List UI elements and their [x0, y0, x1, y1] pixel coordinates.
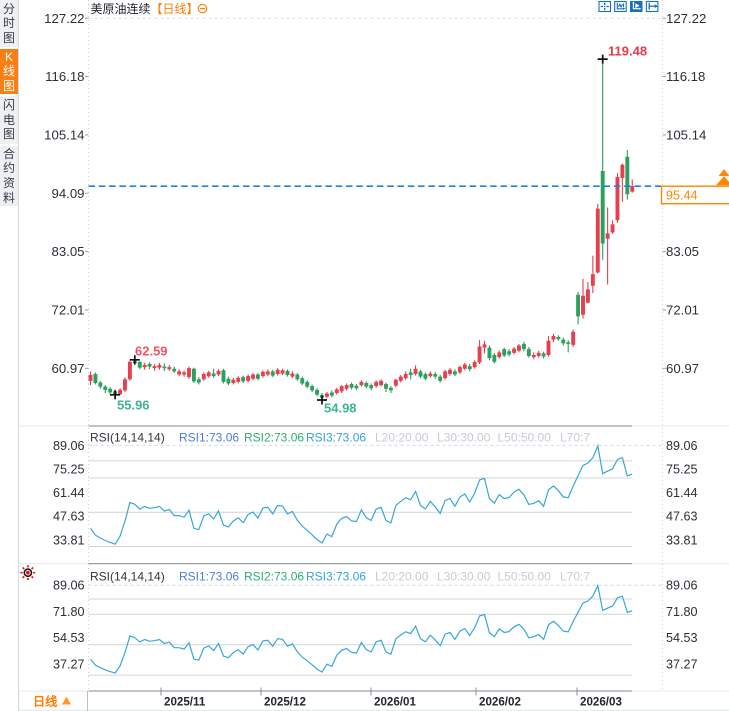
- svg-text:33.81: 33.81: [666, 533, 698, 547]
- svg-text:89.06: 89.06: [53, 439, 85, 453]
- svg-text:54.53: 54.53: [666, 631, 698, 645]
- svg-text:116.18: 116.18: [666, 69, 705, 84]
- svg-text:54.53: 54.53: [53, 631, 85, 645]
- svg-text:83.05: 83.05: [666, 244, 699, 259]
- svg-text:美原油连续: 美原油连续: [91, 1, 151, 16]
- svg-text:89.06: 89.06: [53, 579, 85, 593]
- svg-text:54.98: 54.98: [324, 401, 357, 416]
- svg-text:62.59: 62.59: [135, 344, 168, 359]
- svg-text:L20:20.00: L20:20.00: [375, 431, 429, 445]
- svg-text:RSI2:73.06: RSI2:73.06: [244, 570, 304, 584]
- svg-text:72.01: 72.01: [51, 303, 84, 318]
- svg-text:116.18: 116.18: [45, 69, 84, 84]
- svg-text:127.22: 127.22: [666, 11, 706, 26]
- svg-text:47.63: 47.63: [53, 510, 85, 524]
- svg-text:95.44: 95.44: [666, 189, 698, 203]
- svg-text:RSI3:73.06: RSI3:73.06: [306, 570, 366, 584]
- svg-text:127.22: 127.22: [44, 11, 84, 26]
- svg-text:71.80: 71.80: [53, 605, 85, 619]
- svg-text:119.48: 119.48: [608, 44, 647, 59]
- svg-text:37.27: 37.27: [53, 658, 85, 672]
- svg-text:33.81: 33.81: [53, 533, 85, 547]
- svg-text:2025/11: 2025/11: [164, 696, 206, 709]
- svg-text:L70:7: L70:7: [560, 431, 590, 445]
- svg-text:60.97: 60.97: [666, 361, 699, 376]
- svg-text:60.97: 60.97: [51, 361, 84, 376]
- svg-text:L70:7: L70:7: [560, 570, 590, 584]
- svg-text:83.05: 83.05: [51, 244, 84, 259]
- svg-text:【日线】: 【日线】: [151, 2, 199, 16]
- svg-text:37.27: 37.27: [666, 658, 698, 672]
- svg-text:89.06: 89.06: [666, 579, 698, 593]
- svg-text:61.44: 61.44: [666, 486, 698, 500]
- svg-text:L50:50.00: L50:50.00: [498, 431, 552, 445]
- svg-text:RSI2:73.06: RSI2:73.06: [244, 431, 304, 445]
- svg-text:2026/03: 2026/03: [580, 696, 622, 709]
- svg-text:89.06: 89.06: [666, 439, 698, 453]
- svg-text:L20:20.00: L20:20.00: [375, 570, 429, 584]
- svg-text:55.96: 55.96: [117, 398, 150, 413]
- svg-text:RSI3:73.06: RSI3:73.06: [306, 431, 366, 445]
- svg-text:105.14: 105.14: [44, 128, 84, 143]
- svg-text:71.80: 71.80: [666, 605, 698, 619]
- svg-text:105.14: 105.14: [666, 128, 706, 143]
- svg-text:2026/01: 2026/01: [374, 696, 416, 709]
- svg-text:RSI(14,14,14): RSI(14,14,14): [90, 570, 165, 584]
- svg-text:RSI1:73.06: RSI1:73.06: [179, 431, 239, 445]
- svg-text:75.25: 75.25: [53, 462, 85, 476]
- svg-text:47.63: 47.63: [666, 510, 698, 524]
- svg-text:L30:30.00: L30:30.00: [437, 570, 491, 584]
- svg-text:61.44: 61.44: [53, 486, 85, 500]
- svg-text:2026/02: 2026/02: [479, 696, 521, 709]
- svg-text:RSI(14,14,14): RSI(14,14,14): [90, 431, 165, 445]
- svg-text:94.09: 94.09: [51, 186, 84, 201]
- svg-text:L50:50.00: L50:50.00: [498, 570, 552, 584]
- svg-text:2025/12: 2025/12: [264, 696, 306, 709]
- svg-text:日线: 日线: [33, 694, 58, 709]
- svg-text:75.25: 75.25: [666, 462, 698, 476]
- svg-text:L30:30.00: L30:30.00: [437, 431, 491, 445]
- svg-text:RSI1:73.06: RSI1:73.06: [179, 570, 239, 584]
- svg-text:72.01: 72.01: [666, 303, 699, 318]
